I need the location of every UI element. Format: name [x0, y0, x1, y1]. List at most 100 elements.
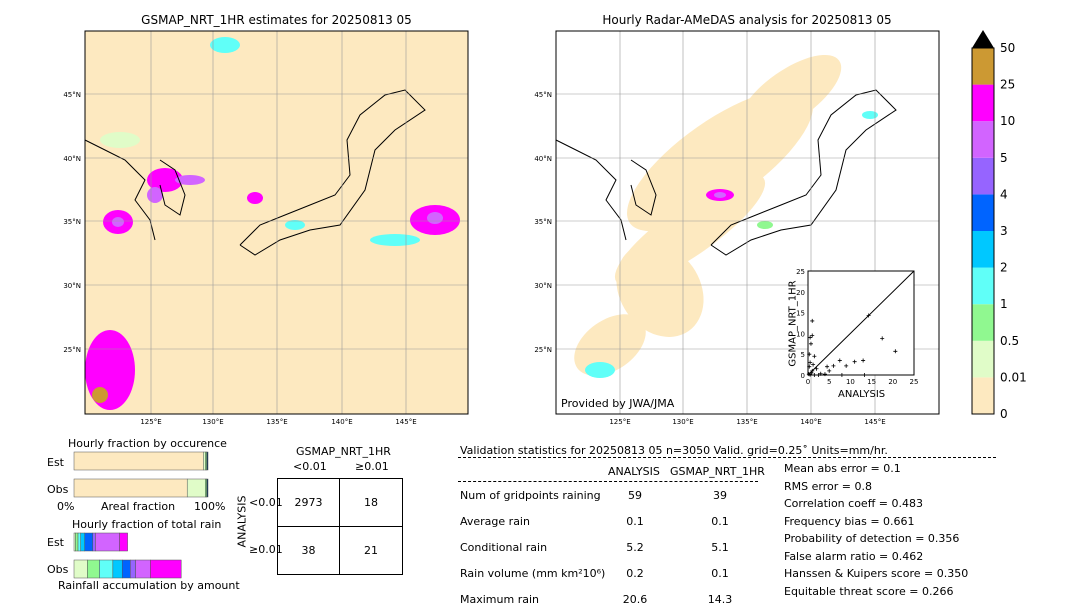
score-line: Mean abs error = 0.1: [784, 462, 901, 475]
colorbar-label: 0: [1000, 407, 1008, 421]
lat-tick: 35°N: [63, 218, 81, 226]
rain-area: [92, 387, 108, 403]
scatter-xtick: 0: [806, 378, 810, 386]
stat-label: Average rain: [460, 515, 530, 528]
scatter-point: [818, 371, 823, 376]
occurrence-title: Hourly fraction by occurence: [68, 437, 227, 450]
stat-analysis: 59: [628, 489, 642, 502]
scatter-point: [812, 373, 817, 377]
score-line: Frequency bias = 0.661: [784, 514, 915, 528]
colorbar-label: 25: [1000, 78, 1015, 92]
totalrain-obs-segment: [112, 559, 123, 579]
totalrain-est-segment: [92, 532, 96, 552]
colorbar-segment: [972, 121, 994, 158]
colorbar-segment: [972, 194, 994, 231]
totalrain-obs-segment: [135, 559, 151, 579]
scatter-point: [810, 368, 815, 373]
scatter-xlabel: ANALYSIS: [838, 389, 886, 400]
score-line: Probability of detection = 0.356: [784, 532, 960, 545]
totalrain-obs-segment: [150, 559, 182, 579]
totalrain-title: Hourly fraction of total rain: [72, 518, 222, 531]
scatter-point: [811, 362, 816, 367]
colorbar-label: 4: [1000, 187, 1008, 201]
colorbar-segment: [972, 377, 994, 414]
scatter-point: [808, 335, 813, 340]
col-label-2: ≥0.01: [355, 460, 389, 473]
lon-tick: 125°E: [609, 418, 630, 426]
coastline: [555, 139, 627, 241]
lat-tick: 45°N: [534, 91, 552, 99]
stat-gsmap: 0.1: [711, 515, 729, 528]
lon-tick: 135°E: [266, 418, 287, 426]
scatter-point: [816, 373, 821, 377]
colorbar-segment: [972, 84, 994, 122]
rain-area: [862, 111, 878, 119]
totalrain-obs-segment: [99, 559, 114, 579]
colorbar-segment: [972, 231, 994, 268]
scatter-point: [807, 352, 812, 357]
colorbar-label: 5: [1000, 151, 1008, 165]
scatter-point: [862, 373, 867, 377]
scatter-ytick: 0: [801, 372, 805, 380]
left_map-frame: [84, 30, 469, 415]
scatter-point: [866, 313, 871, 318]
occurrence-obs-segment: [206, 478, 209, 498]
scatter-point: [808, 360, 813, 365]
obs-label: Obs: [47, 483, 69, 496]
lat-tick: 30°N: [63, 282, 81, 290]
scatter-point: [812, 354, 817, 359]
colorbar-label: 2: [1000, 261, 1008, 275]
analysis-domain: [574, 314, 646, 376]
totalrain-xlabel: Rainfall accumulation by amount: [58, 579, 240, 592]
contingency-table: 2973 18 38 21: [277, 478, 403, 575]
totalrain-est-segment: [119, 532, 128, 552]
divider: [458, 457, 996, 458]
scatter-xtick: 10: [846, 378, 855, 386]
score-line: RMS error = 0.8: [784, 479, 872, 493]
rain-area: [100, 132, 140, 148]
one-to-one-line: [807, 270, 915, 376]
scatter-point: [807, 364, 812, 369]
totalrain-est-segment: [80, 532, 85, 552]
totalrain-est-segment: [75, 532, 79, 552]
right-map-title: Hourly Radar-AMeDAS analysis for 2025081…: [602, 13, 892, 27]
score-line: Hanssen & Kuipers score = 0.350: [784, 567, 969, 580]
japan-coastline: [710, 89, 897, 256]
colorbar-label: 50: [1000, 41, 1015, 55]
rain-area: [285, 220, 305, 230]
analysis-domain: [627, 88, 813, 232]
tick-100: 100%: [194, 500, 226, 513]
row-label-2: ≥0.01: [249, 543, 283, 556]
scatter-point: [852, 359, 857, 364]
rain-area: [85, 330, 135, 410]
rain-area: [112, 217, 124, 227]
score-line: Correlation coeff = 0.483: [784, 497, 923, 510]
lat-tick: 25°N: [534, 346, 552, 354]
occurrence-obs-segment: [186, 478, 206, 498]
scatter-xtick: 5: [827, 378, 831, 386]
stat-gsmap: 5.1: [711, 541, 729, 554]
totalrain-est-segment: [77, 532, 81, 552]
cell: 38: [278, 526, 340, 574]
lon-tick: 145°E: [395, 418, 416, 426]
stat-analysis: 0.2: [626, 567, 644, 580]
totalrain-obs-segment: [73, 559, 88, 579]
scatter-ytick: 20: [796, 289, 805, 297]
scatter-ytick: 25: [796, 268, 805, 276]
colorbar-label: 0.5: [1000, 334, 1019, 348]
scatter-point: [861, 358, 866, 363]
lon-tick: 140°E: [331, 418, 352, 426]
lat-tick: 45°N: [63, 91, 81, 99]
scatter-point: [809, 370, 814, 375]
rain-area: [370, 234, 420, 246]
totalrain-obs-segment: [130, 559, 136, 579]
scatter-point: [893, 349, 898, 354]
contingency-title: GSMAP_NRT_1HR: [296, 445, 391, 458]
scatter-point: [827, 368, 832, 373]
rain-area: [427, 212, 443, 224]
lon-tick: 130°E: [672, 418, 693, 426]
colorbar-label: 3: [1000, 224, 1008, 238]
cell: 18: [340, 479, 402, 527]
